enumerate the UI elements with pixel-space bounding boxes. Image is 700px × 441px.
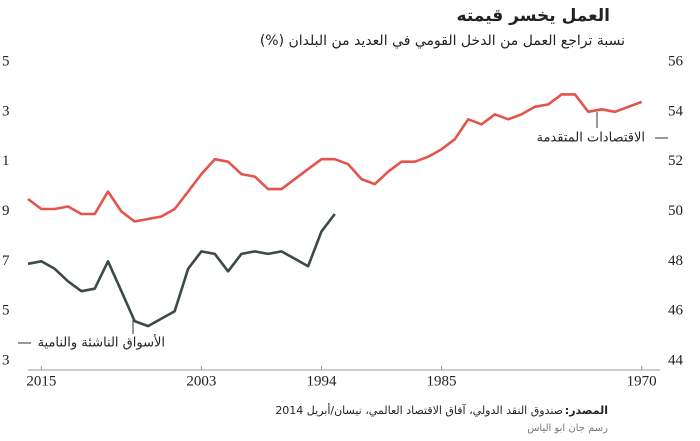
source-label: المصدر:: [565, 404, 608, 417]
y2-tick-label: 56: [668, 53, 684, 69]
y2-tick-label: 52: [668, 153, 683, 169]
y-tick-label: 5: [2, 303, 10, 319]
x-tick-label: 2015: [26, 373, 56, 389]
y2-tick-label: 48: [668, 253, 683, 269]
x-tick-label: 1970: [627, 373, 657, 389]
y2-tick-label: 54: [668, 103, 684, 119]
chart-title: العمل يخسر قيمته: [457, 6, 610, 26]
y-tick-label: 3: [2, 103, 10, 119]
source: صندوق النقد الدولي، آفاق الاقتصاد العالم…: [275, 403, 563, 417]
series-line: [27, 93, 643, 223]
y2-tick-label: 44: [668, 352, 684, 368]
credit: رسم جان ابو الياس: [527, 423, 608, 434]
y-tick-label: 5: [2, 53, 10, 69]
y-tick-label: 1: [2, 153, 10, 169]
chart-subtitle: نسبة تراجع العمل من الدخل القومي في العد…: [260, 33, 625, 49]
x-tick-label: 1994: [306, 373, 337, 389]
y-tick-label: 3: [2, 352, 10, 368]
series-label: الأسواق الناشئة والنامية: [38, 334, 165, 351]
y2-tick-label: 46: [668, 303, 684, 319]
y-tick-label: 7: [2, 253, 10, 269]
series-line: [27, 213, 336, 328]
x-tick-label: 2003: [186, 373, 216, 389]
series-label: الاقتصادات المتقدمة: [536, 131, 645, 146]
y-tick-label: 9: [2, 203, 10, 219]
y2-tick-label: 50: [668, 203, 683, 219]
x-tick-label: 1985: [427, 373, 457, 389]
